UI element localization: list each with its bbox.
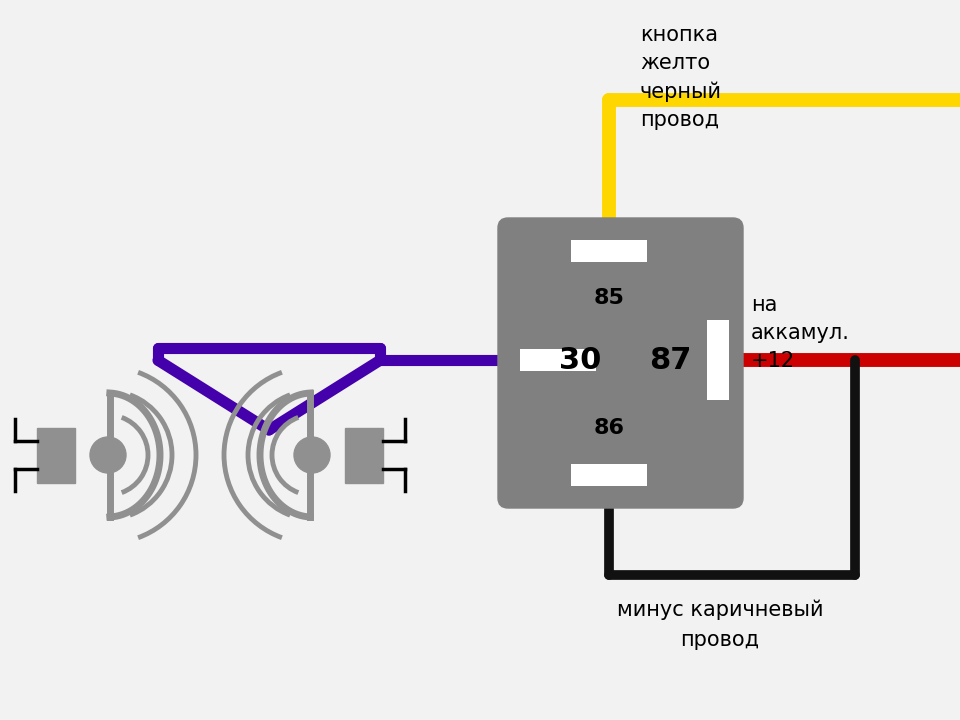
Text: 86: 86 bbox=[593, 418, 625, 438]
Bar bbox=[571, 464, 647, 486]
FancyBboxPatch shape bbox=[498, 218, 743, 508]
Bar bbox=[571, 240, 647, 262]
Bar bbox=[707, 320, 729, 400]
Bar bbox=[345, 428, 383, 482]
Bar bbox=[520, 349, 596, 372]
Text: 30: 30 bbox=[559, 346, 601, 375]
Text: кнопка
желто
черный
провод: кнопка желто черный провод bbox=[640, 25, 722, 130]
Text: 87: 87 bbox=[649, 346, 691, 375]
Text: 85: 85 bbox=[594, 288, 625, 308]
Circle shape bbox=[294, 437, 330, 473]
Text: на
аккамул.
+12: на аккамул. +12 bbox=[751, 295, 850, 372]
Text: минус каричневый
провод: минус каричневый провод bbox=[616, 600, 824, 650]
Bar bbox=[37, 428, 75, 482]
Circle shape bbox=[90, 437, 126, 473]
